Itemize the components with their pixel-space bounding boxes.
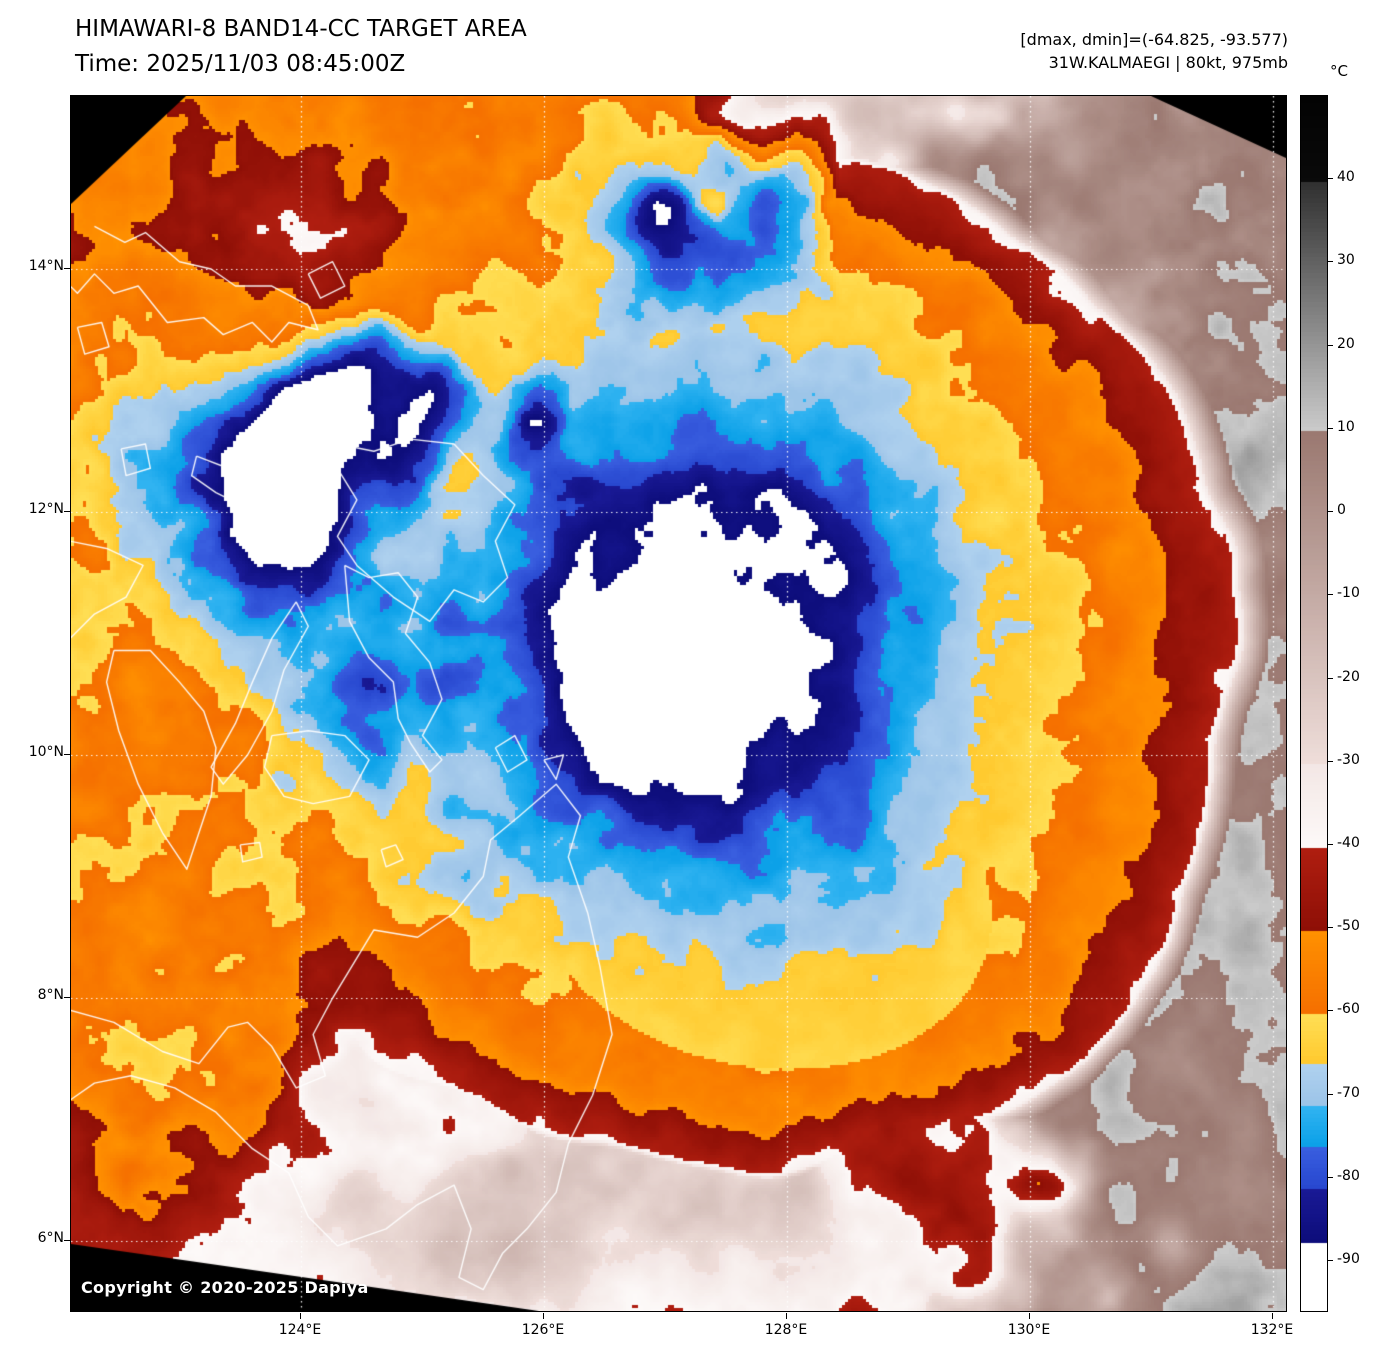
lon-tick-mark — [786, 1313, 787, 1319]
lat-tick-label: 8°N — [37, 987, 64, 1004]
colorbar-gradient — [1301, 96, 1327, 1311]
colorbar-tick-mark — [1328, 178, 1333, 179]
copyright-text: Copyright © 2020-2025 Dapiya — [81, 1278, 369, 1297]
colorbar-tick-mark — [1328, 1260, 1333, 1261]
colorbar-tick-label: 10 — [1337, 418, 1355, 435]
lat-tick-mark — [64, 268, 70, 269]
lon-tick-mark — [543, 1313, 544, 1319]
colorbar-tick-mark — [1328, 345, 1333, 346]
lat-tick-mark — [64, 997, 70, 998]
colorbar-tick-label: -40 — [1337, 834, 1360, 851]
colorbar-tick-label: -60 — [1337, 1001, 1360, 1018]
lon-tick-mark — [1029, 1313, 1030, 1319]
map-plot: Copyright © 2020-2025 Dapiya — [70, 95, 1287, 1312]
lat-tick-mark — [64, 754, 70, 755]
colorbar-tick-mark — [1328, 678, 1333, 679]
lon-tick-mark — [1272, 1313, 1273, 1319]
colorbar-tick-label: -70 — [1337, 1084, 1360, 1101]
colorbar-tick-mark — [1328, 1177, 1333, 1178]
colorbar-tick-label: -90 — [1337, 1251, 1360, 1268]
colorbar-tick-label: -30 — [1337, 751, 1360, 768]
colorbar-tick-mark — [1328, 1010, 1333, 1011]
storm-info-text: 31W.KALMAEGI | 80kt, 975mb — [1048, 53, 1288, 72]
lon-tick-label: 130°E — [1007, 1322, 1051, 1338]
colorbar-tick-label: 40 — [1337, 169, 1355, 186]
colorbar-tick-label: -80 — [1337, 1167, 1360, 1184]
colorbar-tick-mark — [1328, 261, 1333, 262]
figure-title: HIMAWARI-8 BAND14-CC TARGET AREA — [75, 16, 527, 42]
figure-annotations: [dmax, dmin]=(-64.825, -93.577) 31W.KALM… — [1020, 28, 1288, 74]
lon-tick-mark — [300, 1313, 301, 1319]
colorbar-tick-label: -20 — [1337, 668, 1360, 685]
colorbar — [1300, 95, 1328, 1312]
lat-tick-label: 6°N — [37, 1230, 64, 1247]
colorbar-tick-mark — [1328, 428, 1333, 429]
lat-tick-label: 10°N — [28, 744, 64, 761]
colorbar-tick-mark — [1328, 761, 1333, 762]
colorbar-tick-mark — [1328, 1094, 1333, 1095]
dmax-dmin-text: [dmax, dmin]=(-64.825, -93.577) — [1020, 30, 1288, 49]
lon-tick-label: 132°E — [1250, 1322, 1294, 1338]
colorbar-tick-mark — [1328, 927, 1333, 928]
colorbar-tick-label: -10 — [1337, 585, 1360, 602]
satellite-image — [71, 96, 1286, 1311]
figure-time: Time: 2025/11/03 08:45:00Z — [75, 51, 406, 77]
colorbar-tick-mark — [1328, 511, 1333, 512]
lat-tick-mark — [64, 1240, 70, 1241]
lat-tick-label: 12°N — [28, 501, 64, 518]
colorbar-tick-mark — [1328, 594, 1333, 595]
colorbar-unit-label: °C — [1330, 62, 1348, 80]
colorbar-tick-label: 30 — [1337, 252, 1355, 269]
lon-tick-label: 128°E — [764, 1322, 808, 1338]
colorbar-tick-label: 20 — [1337, 335, 1355, 352]
colorbar-tick-mark — [1328, 844, 1333, 845]
colorbar-tick-label: -50 — [1337, 918, 1360, 935]
lon-tick-label: 124°E — [278, 1322, 322, 1338]
colorbar-tick-label: 0 — [1337, 502, 1346, 519]
lat-tick-mark — [64, 511, 70, 512]
lat-tick-label: 14°N — [28, 258, 64, 275]
lon-tick-label: 126°E — [521, 1322, 565, 1338]
